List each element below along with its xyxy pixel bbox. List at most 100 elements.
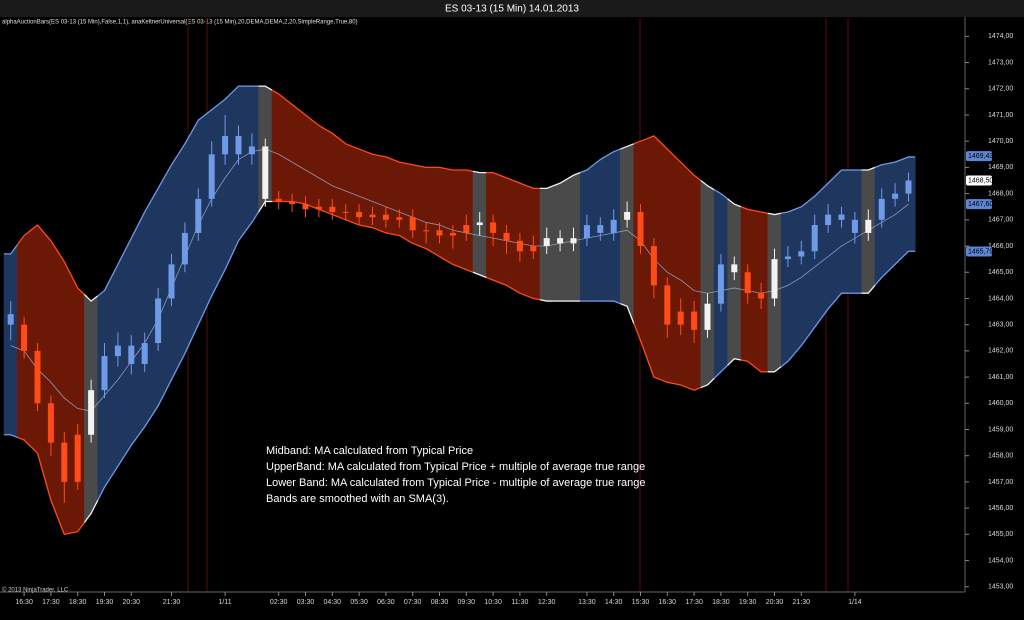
lower-band-line: [526, 295, 541, 301]
upper-band-line: [901, 156, 916, 161]
lower-band-line: [472, 271, 487, 279]
band-fill: [445, 168, 460, 268]
upper-band-line: [392, 158, 407, 165]
candle-body: [222, 135, 229, 155]
x-tick-label: 1/11: [219, 599, 232, 606]
candle-body: [168, 264, 175, 299]
upper-band-line: [820, 176, 836, 191]
upper-band-line: [97, 277, 112, 297]
candle-body: [409, 217, 416, 231]
candle-body: [650, 246, 657, 286]
lower-band-line: [620, 303, 635, 324]
candle-body: [610, 219, 617, 233]
x-tick-label: 13:30: [578, 599, 596, 606]
y-tick-label: 1466,00: [988, 243, 1013, 250]
indicator-label: alphaAuctionBars(ES 03-13 (15 Min),False…: [2, 20, 358, 26]
lower-band-line: [700, 377, 715, 389]
candle-body: [597, 225, 604, 233]
lower-band-line: [70, 522, 85, 534]
candle-body: [329, 206, 336, 212]
lower-band-line: [874, 270, 889, 286]
candle-body: [302, 204, 309, 210]
upper-band-line: [4, 244, 18, 255]
upper-band-line: [579, 164, 595, 174]
lower-band-line: [244, 211, 260, 232]
lower-band-line: [164, 366, 179, 394]
y-tick-label: 1462,00: [988, 348, 1013, 355]
upper-band-line: [325, 128, 340, 140]
candle-body: [811, 225, 818, 252]
upper-band-line: [740, 206, 755, 212]
x-tick-label: 19:30: [96, 599, 114, 606]
lower-band-line: [512, 288, 527, 297]
upper-band-line: [298, 109, 313, 121]
upper-band-line: [137, 199, 152, 226]
lower-band-line: [365, 225, 380, 231]
upper-band-line: [43, 232, 59, 252]
x-tick-label: 17:30: [685, 599, 703, 606]
upper-band-line: [150, 176, 166, 201]
lower-band-line: [807, 317, 822, 337]
candle-body: [771, 259, 778, 299]
upper-band-line: [379, 154, 393, 161]
x-tick-label: 20:30: [123, 599, 141, 606]
upper-band-line: [633, 137, 648, 145]
candle-body: [624, 211, 631, 220]
x-tick-label: 17:30: [42, 599, 60, 606]
band-fill: [673, 154, 688, 389]
lower-band-line: [392, 233, 407, 241]
upper-band-line: [432, 166, 447, 170]
y-tick-label: 1463,00: [988, 322, 1013, 329]
lower-band-line: [217, 254, 233, 284]
upper-band-line: [512, 179, 527, 187]
upper-band-line: [83, 294, 99, 302]
candle-body: [892, 193, 899, 199]
lower-band-line: [486, 276, 501, 284]
band-fill: [43, 232, 58, 518]
upper-band-line: [794, 200, 809, 210]
band-fill: [311, 119, 326, 213]
x-tick-label: 11:30: [511, 599, 528, 606]
upper-band-line: [177, 131, 193, 155]
upper-band-line: [70, 274, 85, 295]
candle-body: [262, 146, 269, 199]
band-fill: [888, 159, 903, 272]
lower-band-line: [660, 379, 675, 385]
lower-band-line: [97, 476, 112, 501]
candle-body: [7, 314, 14, 325]
title-bar: [0, 0, 1024, 17]
upper-band-line: [284, 98, 300, 111]
upper-band-line: [646, 135, 662, 143]
lower-band-line: [17, 436, 32, 447]
x-tick-label: 02:30: [270, 599, 288, 606]
band-fill: [285, 98, 300, 204]
candle-body: [369, 214, 376, 218]
candle-body: [530, 246, 537, 252]
band-fill: [3, 243, 18, 438]
band-fill: [231, 85, 246, 256]
y-tick-label: 1471,00: [988, 112, 1013, 119]
candle-body: [717, 264, 724, 304]
lower-band-line: [231, 231, 246, 256]
candle-body: [449, 232, 456, 236]
lower-band-line: [150, 392, 166, 417]
lower-band-line: [177, 338, 193, 367]
upper-band-line: [606, 148, 621, 157]
upper-band-line: [754, 210, 768, 214]
upper-band-line: [30, 224, 45, 234]
candle-body: [208, 154, 215, 199]
x-tick-label: 10:30: [484, 599, 502, 606]
upper-band-line: [888, 158, 903, 165]
lower-band-line: [204, 282, 219, 311]
lower-band-line: [633, 323, 648, 359]
candle-body: [731, 264, 738, 273]
x-tick-label: 15:30: [632, 599, 650, 606]
lower-band-line: [539, 299, 554, 302]
y-tick-label: 1454,00: [988, 557, 1013, 564]
upper-band-line: [16, 229, 32, 246]
x-tick-label: 07:30: [404, 599, 422, 606]
band-fill: [834, 169, 849, 302]
candle-body: [141, 343, 148, 364]
lower-band-line: [607, 300, 621, 305]
